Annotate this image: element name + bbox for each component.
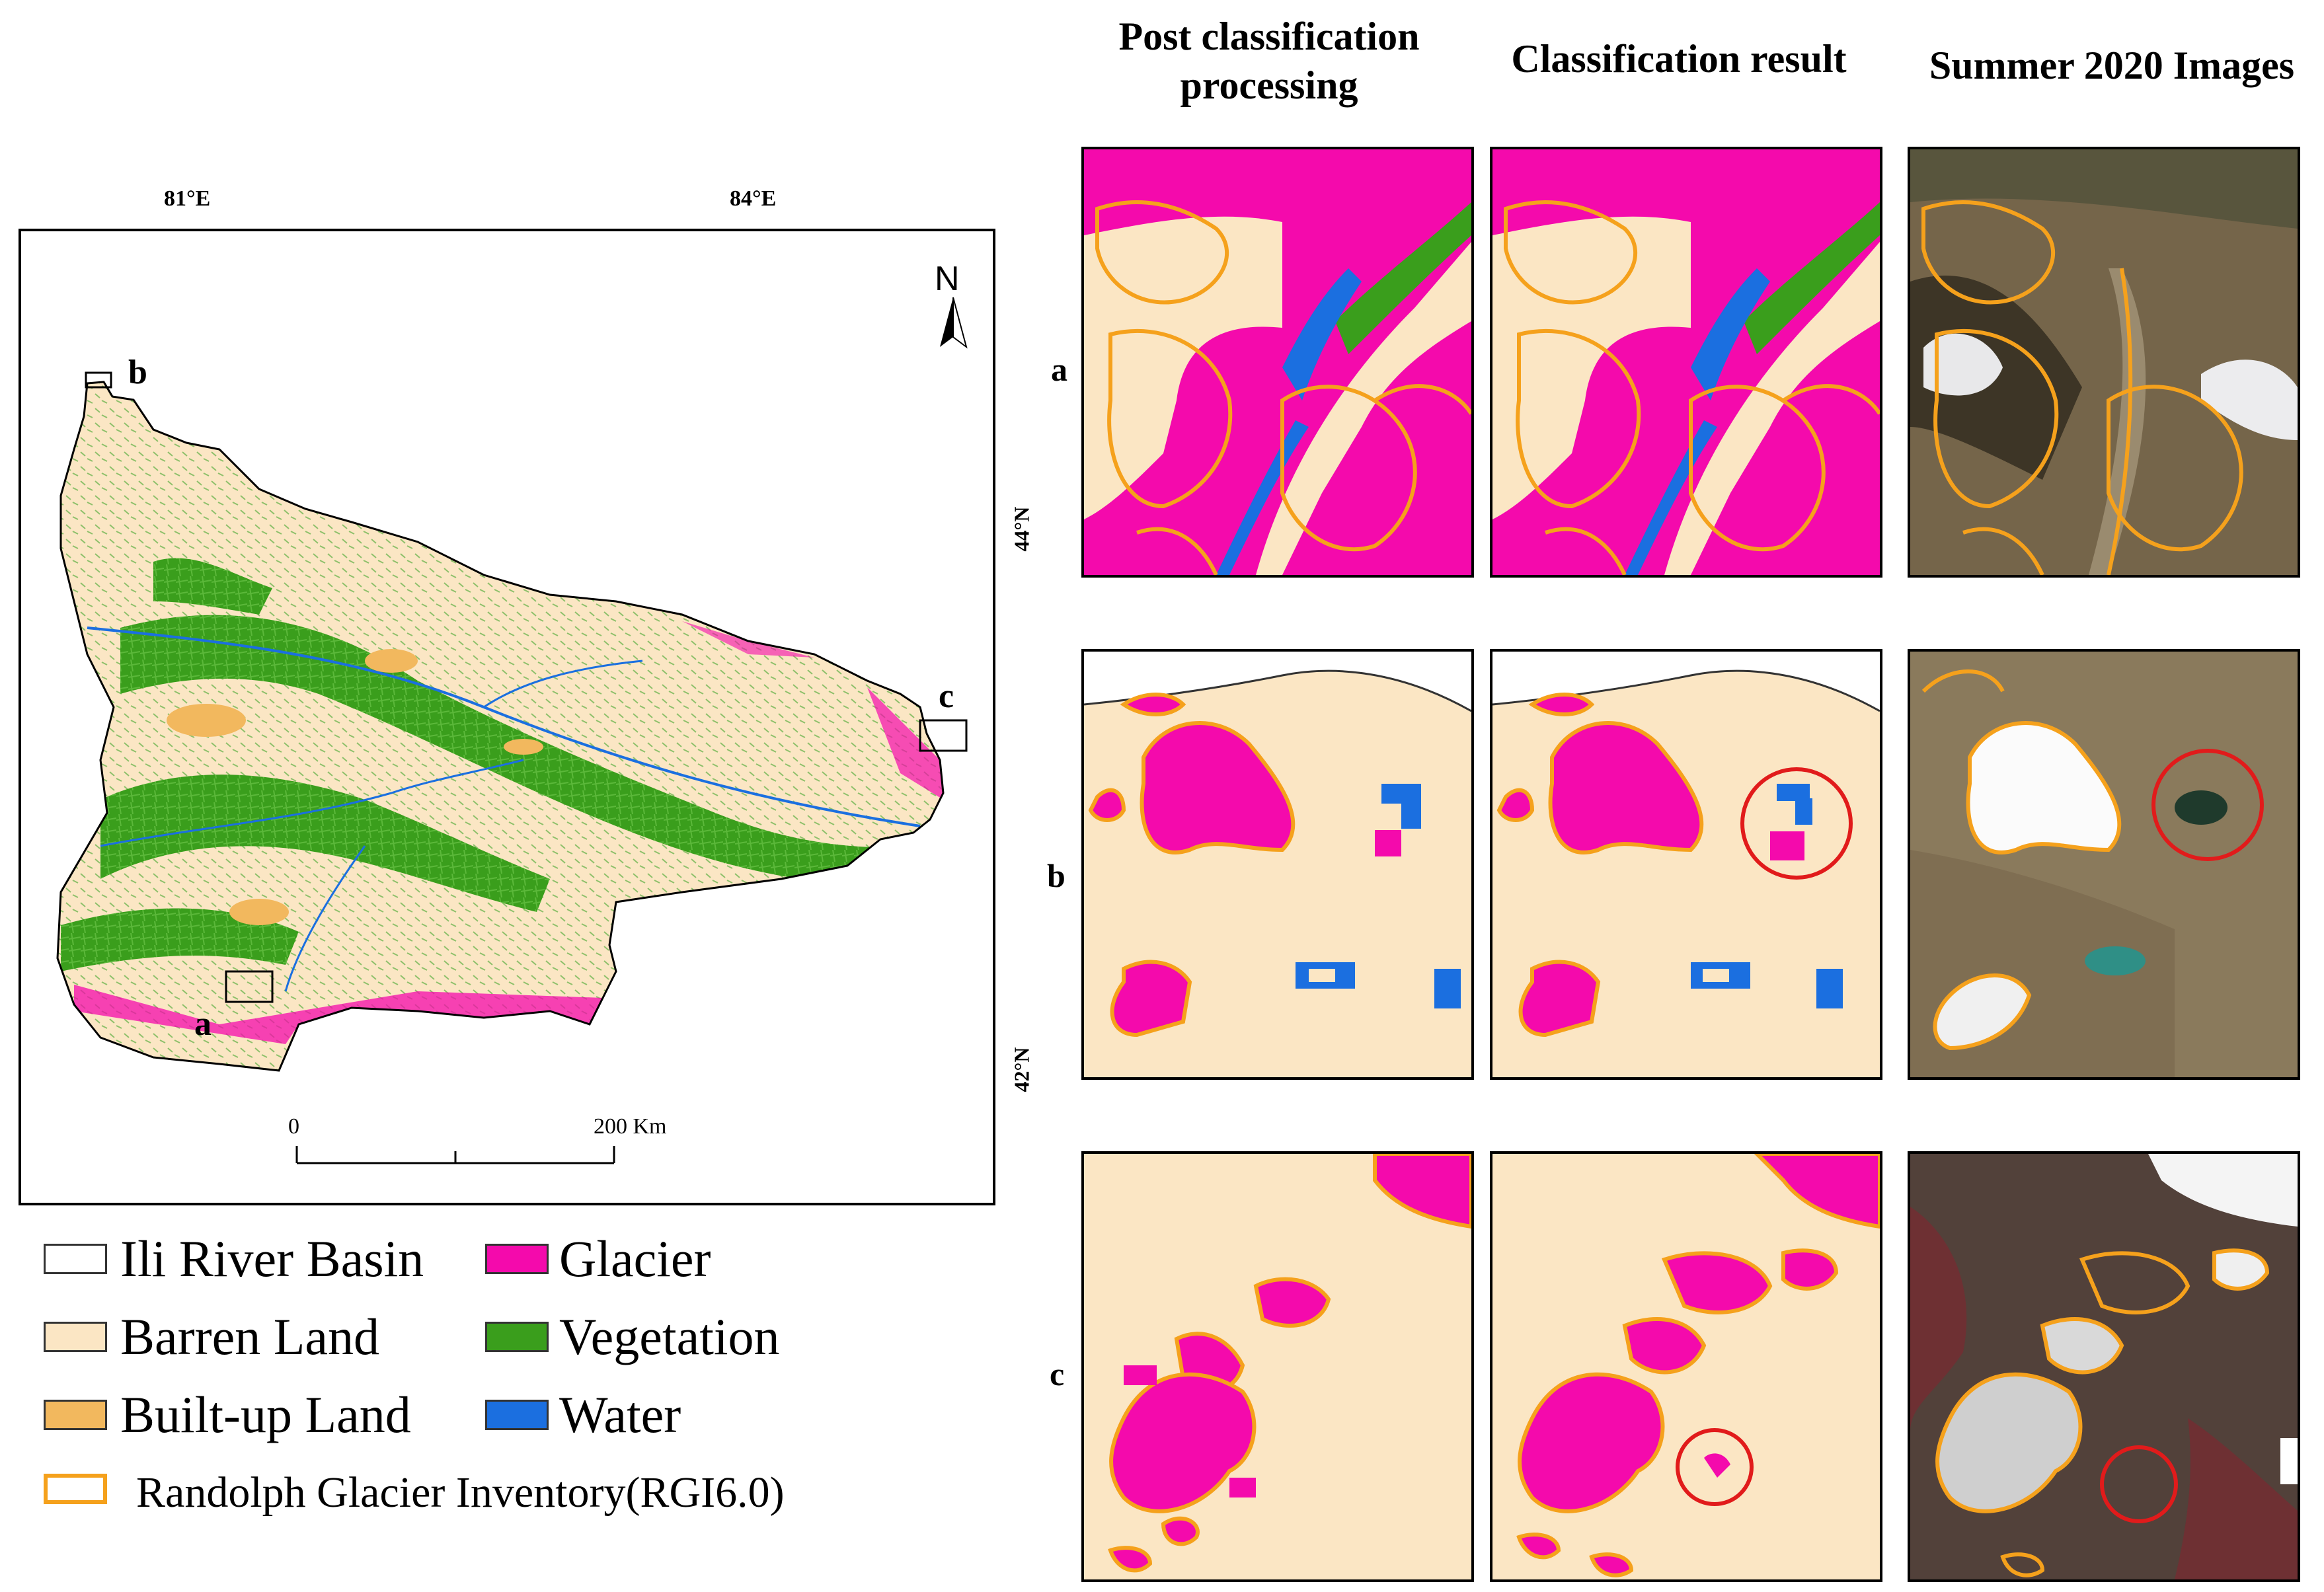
ili-river-basin-map (56, 297, 968, 1164)
legend-swatch-water (485, 1400, 549, 1430)
highlight-circle-b-image (2151, 749, 2264, 861)
scale-end-label: 200 Km (594, 1114, 667, 1139)
panel-b-classified (1490, 649, 1882, 1080)
panel-a-image (1908, 147, 2300, 578)
panel-b-image (1908, 649, 2300, 1080)
legend-label-rgi: Randolph Glacier Inventory(RGI6.0) (136, 1468, 785, 1517)
highlight-circle-c-image (2100, 1445, 2178, 1523)
panel-c-image (1908, 1151, 2300, 1582)
column-title-summer-images: Summer 2020 Images (1929, 44, 2295, 87)
panel-b-post (1081, 649, 1474, 1080)
site-box-c (919, 719, 968, 752)
column-title-post-classification: Post classification processing (1118, 15, 1420, 107)
north-label: N (935, 260, 960, 298)
legend-label-barren: Barren Land (120, 1308, 379, 1365)
legend-label-glacier: Glacier (559, 1230, 711, 1287)
site-box-b (85, 371, 112, 389)
row-label-a: a (1051, 351, 1067, 388)
legend-swatch-barren (44, 1322, 107, 1352)
legend-label-basin: Ili River Basin (120, 1230, 424, 1287)
lon-label-84e: 84°E (730, 186, 777, 211)
panel-c-post (1081, 1151, 1474, 1582)
legend-swatch-glacier (485, 1244, 549, 1274)
legend-label-water: Water (559, 1386, 681, 1443)
legend-swatch-basin (44, 1244, 107, 1274)
lat-label-44n: 44°N (1009, 506, 1034, 552)
north-arrow-icon (940, 297, 968, 349)
site-label-b: b (128, 354, 147, 391)
lat-label-42n: 42°N (1009, 1047, 1034, 1092)
site-box-a (225, 970, 274, 1003)
legend-swatch-rgi (44, 1474, 107, 1504)
site-label-a: a (194, 1005, 212, 1043)
scale-start-label: 0 (288, 1114, 299, 1139)
row-label-b: b (1047, 857, 1065, 894)
panel-a-classified (1490, 147, 1882, 578)
panel-c-classified (1490, 1151, 1882, 1582)
column-title-classification-result: Classification result (1511, 37, 1847, 81)
highlight-circle-c-classified (1676, 1428, 1754, 1506)
scale-bar (295, 1146, 615, 1164)
legend-label-builtup: Built-up Land (120, 1386, 411, 1443)
overview-map: N b c a 0 200 Km (19, 229, 995, 1205)
legend-swatch-vegetation (485, 1322, 549, 1352)
lon-label-81e: 81°E (164, 186, 211, 211)
legend-swatch-builtup (44, 1400, 107, 1430)
row-label-c: c (1050, 1355, 1065, 1392)
highlight-circle-b-classified (1740, 767, 1853, 880)
legend-label-vegetation: Vegetation (559, 1308, 780, 1365)
site-label-c: c (939, 677, 954, 715)
panel-a-post (1081, 147, 1474, 578)
